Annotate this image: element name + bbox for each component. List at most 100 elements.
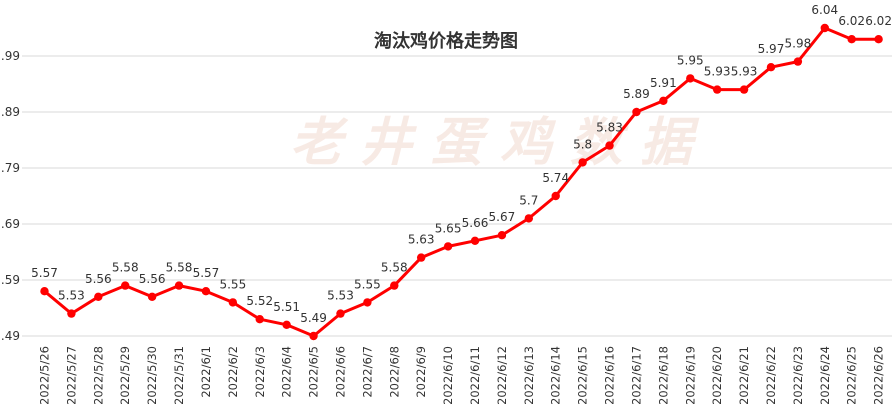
data-label: 5.58 xyxy=(112,261,139,275)
chart-title: 淘汰鸡价格走势图 xyxy=(374,30,518,52)
data-point xyxy=(255,315,264,324)
x-axis-ticks: 2022/5/26 2022/5/27 2022/5/28 2022/5/29 2022… xyxy=(38,346,886,404)
data-point xyxy=(416,253,426,262)
data-label: 5.55 xyxy=(354,277,381,291)
data-point xyxy=(551,191,560,201)
data-point xyxy=(793,57,803,66)
x-tick-label: 2022/6/3 xyxy=(253,346,267,398)
data-label: 5.83 xyxy=(596,121,623,135)
series-line xyxy=(43,26,881,338)
x-tick-label: 2022/6/19 xyxy=(683,346,697,404)
data-label: 5.93 xyxy=(704,65,731,79)
data-label: 6.02 xyxy=(838,14,865,28)
data-label: 5.53 xyxy=(327,289,354,303)
x-tick-label: 2022/6/4 xyxy=(280,346,294,398)
data-label: 5.51 xyxy=(273,300,300,314)
data-point xyxy=(874,35,883,44)
data-label: 5.91 xyxy=(650,76,677,90)
data-label: 5.65 xyxy=(435,221,462,235)
x-tick-label: 2022/6/16 xyxy=(603,346,617,404)
x-tick-label: 2022/6/24 xyxy=(818,346,832,404)
x-tick-label: 2022/6/11 xyxy=(468,346,482,404)
data-label: 5.49 xyxy=(300,311,327,325)
data-point xyxy=(605,141,614,150)
data-point xyxy=(363,298,372,307)
data-point xyxy=(632,107,641,117)
data-label: 6.02 xyxy=(865,14,892,28)
data-label: 5.53 xyxy=(58,289,85,303)
data-label: 5.57 xyxy=(193,266,220,280)
x-tick-label: 2022/6/1 xyxy=(199,346,213,398)
data-point xyxy=(766,62,776,72)
data-point xyxy=(739,85,749,94)
x-tick-label: 2022/6/13 xyxy=(522,346,536,404)
data-point xyxy=(147,292,157,301)
data-label: 5.67 xyxy=(489,210,516,224)
data-point xyxy=(659,96,668,106)
x-tick-label: 2022/5/28 xyxy=(91,346,105,404)
data-label: 5.95 xyxy=(677,53,704,67)
data-point xyxy=(40,287,49,296)
data-point xyxy=(686,74,695,83)
x-tick-label: 2022/6/12 xyxy=(495,346,509,404)
x-tick-label: 2022/6/15 xyxy=(576,346,590,404)
data-label: 5.98 xyxy=(785,37,812,51)
data-label: 5.52 xyxy=(246,294,273,308)
x-tick-label: 2022/6/10 xyxy=(441,346,455,404)
data-point xyxy=(282,320,291,329)
data-point xyxy=(578,158,587,167)
data-point xyxy=(94,292,103,301)
data-label: 5.8 xyxy=(573,137,592,151)
x-tick-label: 2022/6/20 xyxy=(710,346,724,404)
data-label: 5.97 xyxy=(758,42,785,56)
x-tick-label: 2022/6/21 xyxy=(737,346,751,404)
data-point xyxy=(524,214,534,223)
data-point xyxy=(712,85,722,94)
x-tick-label: 2022/6/26 xyxy=(872,346,886,404)
data-label: 5.7 xyxy=(519,193,538,207)
x-tick-label: 2022/6/8 xyxy=(387,346,401,398)
data-point xyxy=(820,23,829,33)
data-point xyxy=(390,281,399,290)
data-label: 5.56 xyxy=(85,272,112,286)
data-label: 5.66 xyxy=(462,216,489,230)
data-point xyxy=(443,242,453,251)
x-tick-label: 2022/6/5 xyxy=(307,346,321,398)
data-label: 5.57 xyxy=(31,266,58,280)
watermark: 老井蛋鸡数据 xyxy=(290,112,710,173)
y-tick-label: 5.89 xyxy=(0,105,20,119)
data-point xyxy=(336,309,345,318)
y-tick-label: 5.49 xyxy=(0,329,20,343)
data-point xyxy=(201,287,211,296)
x-tick-label: 2022/5/26 xyxy=(38,346,52,404)
y-axis-ticks: 5.49 5.59 5.69 5.79 5.89 5.99 xyxy=(0,49,20,343)
x-tick-label: 2022/6/23 xyxy=(791,346,805,404)
data-point xyxy=(174,281,184,290)
data-point xyxy=(847,35,856,44)
x-tick-label: 2022/5/29 xyxy=(118,346,132,404)
x-tick-label: 2022/6/18 xyxy=(656,346,670,404)
y-tick-label: 5.59 xyxy=(0,273,20,287)
data-label: 5.93 xyxy=(731,65,758,79)
x-tick-label: 2022/5/27 xyxy=(64,346,78,404)
data-label: 5.74 xyxy=(542,171,569,185)
x-tick-label: 2022/6/2 xyxy=(226,346,240,398)
x-tick-label: 2022/6/14 xyxy=(549,346,563,404)
data-label: 5.89 xyxy=(623,87,650,101)
data-label: 5.58 xyxy=(381,261,408,275)
gridlines xyxy=(22,55,892,337)
data-point xyxy=(121,281,130,290)
data-label: 5.56 xyxy=(139,272,166,286)
data-point xyxy=(228,298,238,307)
x-tick-label: 2022/6/6 xyxy=(333,346,347,398)
data-point xyxy=(309,331,318,341)
x-tick-label: 2022/6/25 xyxy=(845,346,859,404)
y-tick-label: 5.99 xyxy=(0,49,20,63)
x-tick-label: 2022/5/31 xyxy=(172,346,186,404)
x-tick-label: 2022/6/7 xyxy=(360,346,374,398)
y-tick-label: 5.79 xyxy=(0,161,20,175)
x-tick-label: 2022/6/22 xyxy=(764,346,778,404)
x-tick-label: 2022/6/9 xyxy=(414,346,428,398)
